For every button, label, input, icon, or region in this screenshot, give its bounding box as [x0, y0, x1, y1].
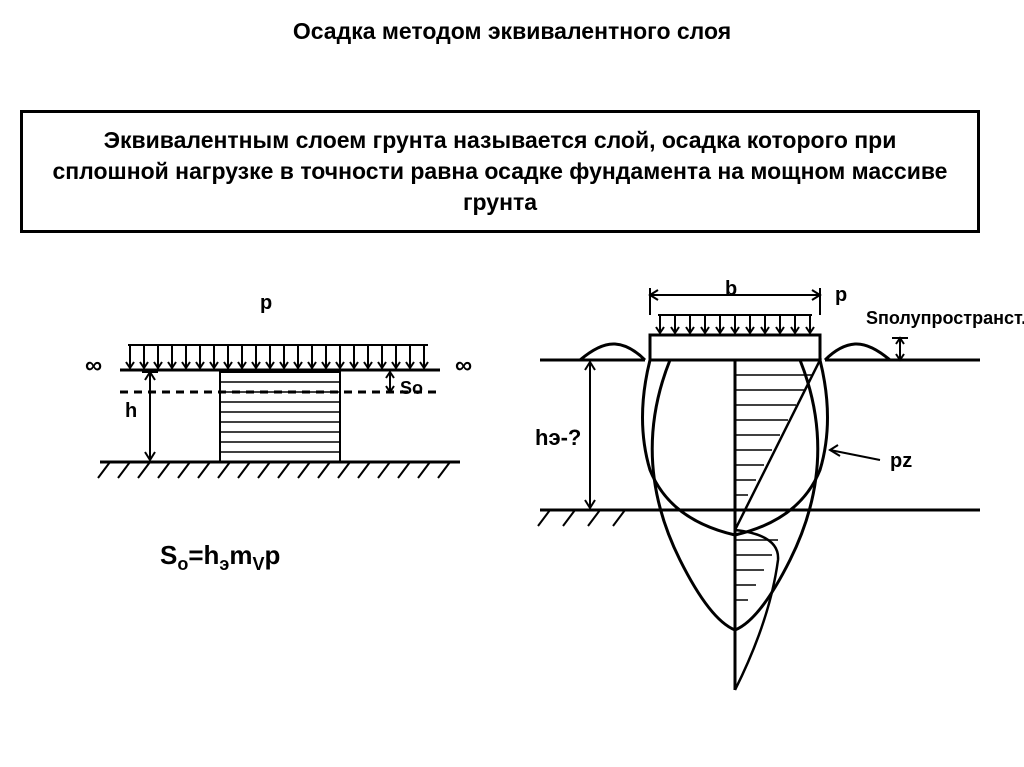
left-p-label: p	[260, 292, 272, 315]
page-title: Осадка методом эквивалентного слоя	[0, 0, 1024, 45]
left-inf-left: ∞	[85, 352, 102, 380]
right-p-label: p	[835, 284, 847, 307]
right-b-label: b	[725, 278, 737, 301]
definition-box: Эквивалентным слоем грунта называется сл…	[20, 110, 980, 233]
right-h-label: hэ-?	[535, 425, 581, 451]
left-h-label: h	[125, 400, 137, 423]
left-diagram	[60, 310, 480, 570]
right-s-label: Sполупространст.	[866, 308, 1024, 329]
left-inf-right: ∞	[455, 352, 472, 380]
right-pz-label: pz	[890, 450, 912, 473]
left-s-label: Sо	[400, 378, 423, 399]
formula: Sо=hэmVp	[160, 540, 280, 575]
diagram-area: p ∞ ∞ h Sо Sо=hэmVp	[20, 260, 1000, 740]
